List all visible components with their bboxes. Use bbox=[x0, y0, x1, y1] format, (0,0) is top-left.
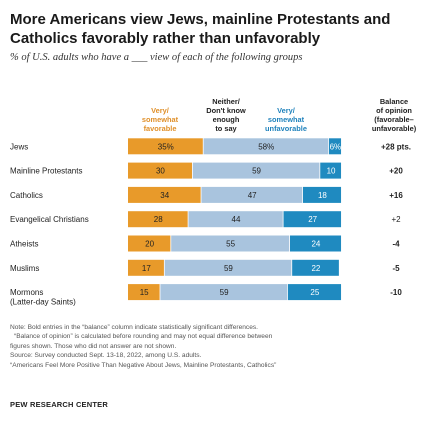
bar-segment-1 bbox=[128, 162, 192, 179]
category-label: Mormons bbox=[10, 288, 43, 297]
bar-segment-1 bbox=[128, 284, 160, 301]
balance-value: +28 pts. bbox=[381, 142, 411, 151]
category-label: Muslims bbox=[10, 264, 39, 273]
balance-header: Balance bbox=[380, 97, 408, 106]
balance-value: +20 bbox=[389, 167, 403, 176]
series-header-1: Very/ bbox=[151, 106, 169, 115]
chart-subtitle: % of U.S. adults who have a ___ view of … bbox=[10, 52, 303, 63]
series-header-2: Don't know bbox=[206, 106, 246, 115]
bar-segment-3 bbox=[302, 186, 342, 203]
bar-segment-2 bbox=[192, 162, 320, 179]
category-label: Mainline Protestants bbox=[10, 167, 82, 176]
balance-value: +16 bbox=[389, 191, 403, 200]
bar-segment-3 bbox=[287, 284, 342, 301]
bar-segment-2 bbox=[188, 211, 283, 228]
bar-segment-3 bbox=[290, 235, 342, 252]
category-label: Evangelical Christians bbox=[10, 215, 89, 224]
balance-value: -4 bbox=[392, 240, 400, 249]
data-label: 34 bbox=[160, 191, 169, 200]
source-organization: PEW RESEARCH CENTER bbox=[10, 400, 108, 409]
category-label: (Latter-day Saints) bbox=[10, 298, 76, 307]
data-label: 55 bbox=[226, 240, 235, 249]
balance-header: (favorable– bbox=[374, 115, 413, 124]
balance-header: unfavorable) bbox=[372, 124, 417, 133]
bar-segment-1 bbox=[128, 259, 164, 276]
chart-title: More Americans view Jews, mainline Prote… bbox=[10, 11, 391, 47]
data-label: 58% bbox=[258, 142, 274, 151]
series-header-2: Neither/ bbox=[212, 97, 240, 106]
data-label: 15 bbox=[140, 288, 149, 297]
series-header-2: to say bbox=[215, 124, 237, 133]
bar-segment-3 bbox=[328, 138, 342, 155]
data-label: 10 bbox=[327, 167, 336, 176]
bar-segment-2 bbox=[164, 259, 292, 276]
note-line: “Balance of opinion” is calculated befor… bbox=[14, 333, 273, 341]
series-header-1: somewhat bbox=[142, 115, 179, 124]
data-label: 24 bbox=[311, 240, 320, 249]
chart-notes: Note: Bold entries in the “balance” colu… bbox=[10, 323, 435, 370]
data-label: 27 bbox=[308, 215, 317, 224]
bar-segment-1 bbox=[128, 235, 171, 252]
series-header-3: Very/ bbox=[277, 106, 295, 115]
data-label: 59 bbox=[224, 264, 233, 273]
series-header-1: favorable bbox=[144, 124, 177, 133]
data-label: 28 bbox=[154, 215, 163, 224]
balance-value: +2 bbox=[391, 215, 401, 224]
data-label: 20 bbox=[145, 240, 154, 249]
category-label: Catholics bbox=[10, 191, 43, 200]
bar-segment-1 bbox=[128, 211, 188, 228]
data-label: 59 bbox=[220, 288, 229, 297]
category-label: Atheists bbox=[10, 240, 38, 249]
balance-value: -10 bbox=[390, 288, 402, 297]
bar-segment-3 bbox=[292, 259, 339, 276]
series-header-2: enough bbox=[213, 115, 240, 124]
note-line: “Americans Feel More Positive Than Negat… bbox=[10, 361, 277, 369]
bar-segment-3 bbox=[320, 162, 342, 179]
data-label: 30 bbox=[156, 167, 165, 176]
series-header-3: somewhat bbox=[268, 115, 305, 124]
data-label: 6% bbox=[330, 142, 342, 151]
data-label: 25 bbox=[310, 288, 319, 297]
series-header-3: unfavorable bbox=[265, 124, 307, 133]
bar-segment-3 bbox=[283, 211, 342, 228]
note-line: figures shown. Those who did not answer … bbox=[10, 342, 177, 350]
bar-segment-1 bbox=[128, 186, 201, 203]
note-line: Note: Bold entries in the “balance” colu… bbox=[10, 324, 259, 331]
bar-segment-2 bbox=[171, 235, 290, 252]
data-label: 22 bbox=[311, 264, 320, 273]
balance-header: of opinion bbox=[376, 106, 412, 115]
data-label: 47 bbox=[248, 191, 257, 200]
bar-segment-2 bbox=[160, 284, 288, 301]
data-label: 59 bbox=[252, 167, 261, 176]
bar-segment-1 bbox=[128, 138, 203, 155]
note-line: Source: Survey conducted Sept. 13-18, 20… bbox=[10, 352, 202, 360]
category-label: Jews bbox=[10, 142, 28, 151]
data-label: 17 bbox=[142, 264, 151, 273]
data-label: 18 bbox=[318, 191, 327, 200]
bar-segment-2 bbox=[203, 138, 329, 155]
data-label: 44 bbox=[232, 215, 241, 224]
data-label: 35% bbox=[158, 142, 174, 151]
bar-segment-2 bbox=[201, 186, 303, 203]
balance-value: -5 bbox=[392, 264, 400, 273]
